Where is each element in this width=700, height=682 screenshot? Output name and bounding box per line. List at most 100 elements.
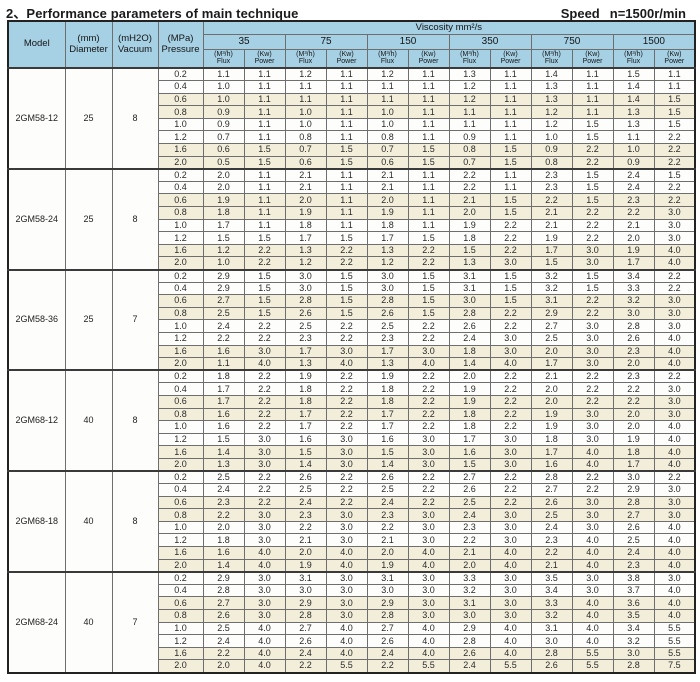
power-value-cell: 4.0 <box>653 583 696 598</box>
pressure-cell: 1.6 <box>157 546 204 560</box>
flux-value-cell: 2.3 <box>530 180 573 195</box>
power-value-cell: 2.2 <box>243 369 286 384</box>
flux-value-cell: 1.5 <box>366 445 409 459</box>
flux-value-cell: 2.5 <box>366 319 409 333</box>
flux-value-cell: 2.5 <box>530 508 573 522</box>
power-value-cell: 1.5 <box>571 117 614 132</box>
flux-value-cell: 2.9 <box>284 596 327 611</box>
power-value-cell: 3.0 <box>489 457 532 472</box>
flux-value-cell: 1.2 <box>284 67 327 82</box>
power-value-cell: 1.1 <box>325 193 368 208</box>
power-value-cell: 2.2 <box>571 470 614 485</box>
power-value-cell: 4.0 <box>243 546 286 560</box>
table-row: 0.4 2.4 2.2 2.5 2.2 2.5 2.2 2.6 2.2 2.7 2.2 2.9 3.0 <box>8 483 696 497</box>
power-value-cell: 1.5 <box>243 231 286 245</box>
power-value-cell: 2.2 <box>243 407 286 422</box>
diameter-cell: 40 <box>64 369 113 472</box>
power-value-cell: 4.0 <box>325 621 368 636</box>
flux-value-cell: 2.0 <box>612 420 655 434</box>
flux-value-cell: 1.8 <box>530 432 573 447</box>
flux-value-cell: 2.6 <box>202 609 245 623</box>
pressure-cell: 1.2 <box>157 533 204 548</box>
flux-value-cell: 2.9 <box>530 306 573 321</box>
power-value-cell: 3.0 <box>489 344 532 359</box>
flux-value-cell: 0.7 <box>366 143 409 157</box>
flux-value-cell: 3.4 <box>612 268 655 283</box>
flux-value-cell: 0.9 <box>202 105 245 119</box>
power-value-cell: 4.0 <box>571 558 614 573</box>
power-value-cell: 3.0 <box>489 331 532 346</box>
header-viscosity-150: 150 <box>366 33 450 50</box>
flux-value-cell: 1.9 <box>284 558 327 573</box>
power-value-cell: 1.1 <box>243 218 286 233</box>
power-value-cell: 2.2 <box>571 206 614 220</box>
flux-value-cell: 0.8 <box>284 130 327 145</box>
flux-unit: (M³/h) <box>296 50 315 58</box>
power-value-cell: 3.0 <box>407 609 450 623</box>
diameter-cell: 25 <box>64 167 113 270</box>
flux-value-cell: 2.4 <box>448 659 491 673</box>
power-value-cell: 1.1 <box>407 167 450 182</box>
flux-value-cell: 3.5 <box>530 570 573 585</box>
power-value-cell: 4.0 <box>489 546 532 560</box>
pressure-cell: 1.2 <box>157 231 204 245</box>
power-value-cell: 3.0 <box>325 344 368 359</box>
flux-value-cell: 0.8 <box>530 155 573 170</box>
table-row: 2GM58-12 25 8 0.2 1.1 1.1 1.2 1.1 1.2 1.1 1.3 1.1 1.… <box>7 67 696 170</box>
power-unit: (Kw) <box>257 50 272 58</box>
power-value-cell: 1.5 <box>407 281 450 296</box>
power-value-cell: 3.0 <box>571 331 614 346</box>
table-row: 0.8 2.6 3.0 2.8 3.0 2.8 3.0 3.0 3.0 3.2 4.0 3.5 4.0 <box>8 609 696 623</box>
power-unit: (Kw) <box>421 50 436 58</box>
power-value-cell: 4.0 <box>489 357 532 371</box>
speed-label: Speed n=1500r/min <box>561 6 686 21</box>
flux-value-cell: 1.1 <box>612 130 655 145</box>
flux-value-cell: 2.2 <box>530 546 573 560</box>
flux-value-cell: 2.1 <box>530 206 573 220</box>
header-row-3: (M³/h) Flux (Kw) Power (M³/h) Flux (Kw) Powe… <box>8 48 696 69</box>
power-value-cell: 1.1 <box>243 80 286 94</box>
power-value-cell: 1.1 <box>571 92 614 107</box>
power-value-cell: 3.0 <box>325 508 368 522</box>
flux-value-cell: 2.1 <box>612 218 655 233</box>
flux-value-cell: 1.9 <box>612 432 655 447</box>
power-value-cell: 4.0 <box>571 445 614 459</box>
table-row: 2GM58-24 25 8 0.2 2.0 1.1 2.1 1.1 2.1 1.1 2.2 1.1 2.… <box>7 167 696 270</box>
flux-value-cell: 0.9 <box>202 117 245 132</box>
flux-value-cell: 2.1 <box>448 193 491 208</box>
power-value-cell: 4.0 <box>407 558 450 573</box>
power-value-cell: 1.1 <box>571 80 614 94</box>
table-row: 0.6 2.7 1.5 2.8 1.5 2.8 1.5 3.0 1.5 3.1 2.2 3.2 3.0 <box>8 294 696 308</box>
flux-value-cell: 2.6 <box>530 495 573 510</box>
flux-value-cell: 1.7 <box>284 420 327 434</box>
speed-word: Speed <box>560 6 600 21</box>
table-row: 1.6 0.6 1.5 0.7 1.5 0.7 1.5 0.8 1.5 0.9 2.2 1.0 2.2 <box>8 143 696 157</box>
flux-value-cell: 2.0 <box>202 180 245 195</box>
power-value-cell: 2.2 <box>325 394 368 409</box>
header-pressure: (MPa) Pressure <box>157 20 204 69</box>
power-value-cell: 4.0 <box>653 609 696 623</box>
flux-value-cell: 0.7 <box>202 130 245 145</box>
power-value-cell: 3.0 <box>243 457 286 472</box>
power-value-cell: 3.0 <box>653 495 696 510</box>
flux-value-cell: 3.0 <box>448 609 491 623</box>
header-power-cell: (Kw) Power <box>243 48 286 69</box>
pressure-cell: 1.0 <box>157 117 204 132</box>
flux-value-cell: 3.2 <box>530 268 573 283</box>
pressure-cell: 0.2 <box>157 470 204 485</box>
flux-value-cell: 2.3 <box>202 495 245 510</box>
power-value-cell: 1.5 <box>243 143 286 157</box>
flux-value-cell: 2.2 <box>284 659 327 673</box>
header-pressure-unit: (MPa) <box>167 32 194 44</box>
power-value-cell: 2.2 <box>571 394 614 409</box>
power-value-cell: 3.0 <box>407 583 450 598</box>
flux-value-cell: 3.0 <box>612 470 655 485</box>
pressure-cell: 0.6 <box>157 294 204 308</box>
diameter-cell: 25 <box>64 268 113 371</box>
power-value-cell: 1.1 <box>243 130 286 145</box>
flux-value-cell: 2.8 <box>612 319 655 333</box>
power-value-cell: 4.0 <box>407 546 450 560</box>
power-value-cell: 2.2 <box>489 369 532 384</box>
pressure-cell: 0.8 <box>157 206 204 220</box>
pressure-cell: 0.4 <box>157 281 204 296</box>
